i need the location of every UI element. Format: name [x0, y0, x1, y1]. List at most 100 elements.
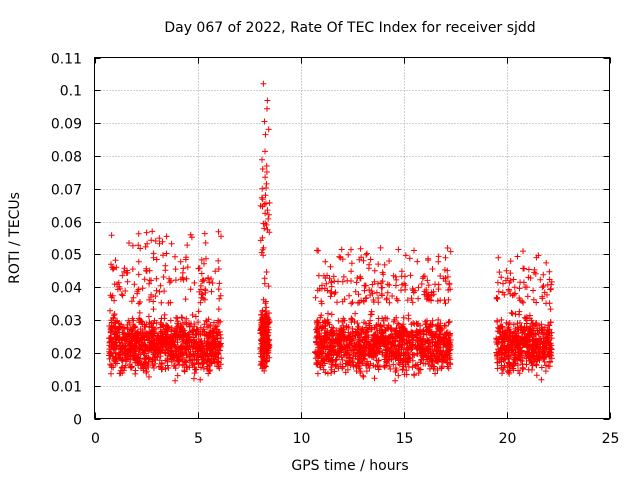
data-point [195, 265, 202, 272]
data-point [366, 351, 373, 358]
data-point [398, 287, 404, 294]
data-point [380, 271, 387, 278]
data-point [167, 340, 174, 346]
data-point [350, 361, 357, 368]
data-point [364, 358, 371, 365]
data-point [201, 321, 208, 328]
data-point [259, 185, 266, 192]
data-point [414, 258, 421, 265]
data-point [134, 290, 141, 297]
data-point [328, 283, 335, 290]
data-point [393, 282, 399, 289]
data-point [348, 349, 355, 356]
data-point [132, 370, 139, 377]
data-point [373, 289, 380, 296]
data-point [262, 148, 268, 155]
data-point [146, 332, 153, 339]
data-point [210, 334, 217, 341]
data-point [349, 325, 356, 332]
data-point [159, 364, 166, 371]
data-point [214, 344, 221, 351]
data-point [408, 334, 415, 341]
data-point [444, 267, 451, 274]
data-point [375, 366, 382, 373]
data-point [180, 337, 187, 343]
data-point [185, 331, 192, 338]
data-point [148, 237, 155, 244]
data-point [343, 343, 350, 350]
data-point [393, 295, 400, 302]
data-point [106, 355, 113, 362]
data-point [198, 348, 205, 355]
data-point [157, 282, 164, 289]
data-point [116, 351, 123, 358]
data-point [209, 325, 216, 332]
data-point [394, 320, 401, 327]
data-point [129, 266, 136, 273]
data-point [546, 300, 553, 307]
data-point [367, 256, 374, 263]
data-point [180, 265, 187, 272]
data-point [346, 292, 353, 299]
data-point [108, 232, 115, 239]
data-point [201, 260, 207, 267]
data-point [364, 250, 370, 257]
data-point [127, 353, 134, 360]
data-point [494, 365, 501, 372]
data-point [533, 372, 540, 379]
data-point [117, 370, 124, 377]
data-point [111, 341, 118, 348]
data-point [205, 342, 212, 349]
data-point [446, 331, 453, 338]
data-point [399, 332, 406, 339]
data-point [110, 364, 117, 371]
data-point [213, 344, 219, 351]
data-point [353, 343, 360, 350]
data-point [177, 343, 184, 350]
data-point [415, 284, 422, 291]
data-point [495, 288, 502, 295]
data-point [106, 338, 113, 345]
data-point [327, 263, 334, 270]
data-point [365, 362, 372, 369]
data-point [153, 256, 160, 263]
data-point [393, 276, 400, 283]
data-point [334, 352, 341, 359]
data-point [264, 105, 270, 112]
data-point [135, 230, 142, 237]
data-point [121, 364, 128, 371]
data-point [258, 329, 265, 336]
data-point [131, 354, 138, 361]
data-point [392, 377, 399, 384]
data-point [387, 366, 394, 372]
data-point [214, 363, 220, 370]
data-point [215, 351, 222, 358]
data-point [384, 281, 391, 288]
data-point [409, 352, 416, 358]
data-point [351, 318, 358, 325]
data-point [420, 336, 427, 342]
data-point [538, 376, 545, 383]
data-point [393, 314, 400, 321]
data-point [318, 324, 325, 330]
data-point [137, 245, 144, 252]
data-point [127, 343, 134, 350]
data-point [187, 231, 194, 238]
data-point [202, 239, 209, 246]
data-point [172, 365, 179, 372]
data-point [339, 328, 346, 335]
data-point [259, 246, 266, 253]
data-point [411, 371, 418, 378]
data-point [399, 323, 406, 330]
data-point [375, 299, 382, 306]
data-point [261, 357, 268, 364]
data-point [330, 336, 337, 343]
data-point [124, 278, 131, 285]
data-point [208, 329, 215, 336]
data-point [183, 254, 190, 261]
data-point [164, 337, 171, 344]
data-point [390, 361, 397, 368]
data-point [262, 337, 269, 344]
data-point [116, 339, 123, 346]
data-point [415, 295, 422, 302]
